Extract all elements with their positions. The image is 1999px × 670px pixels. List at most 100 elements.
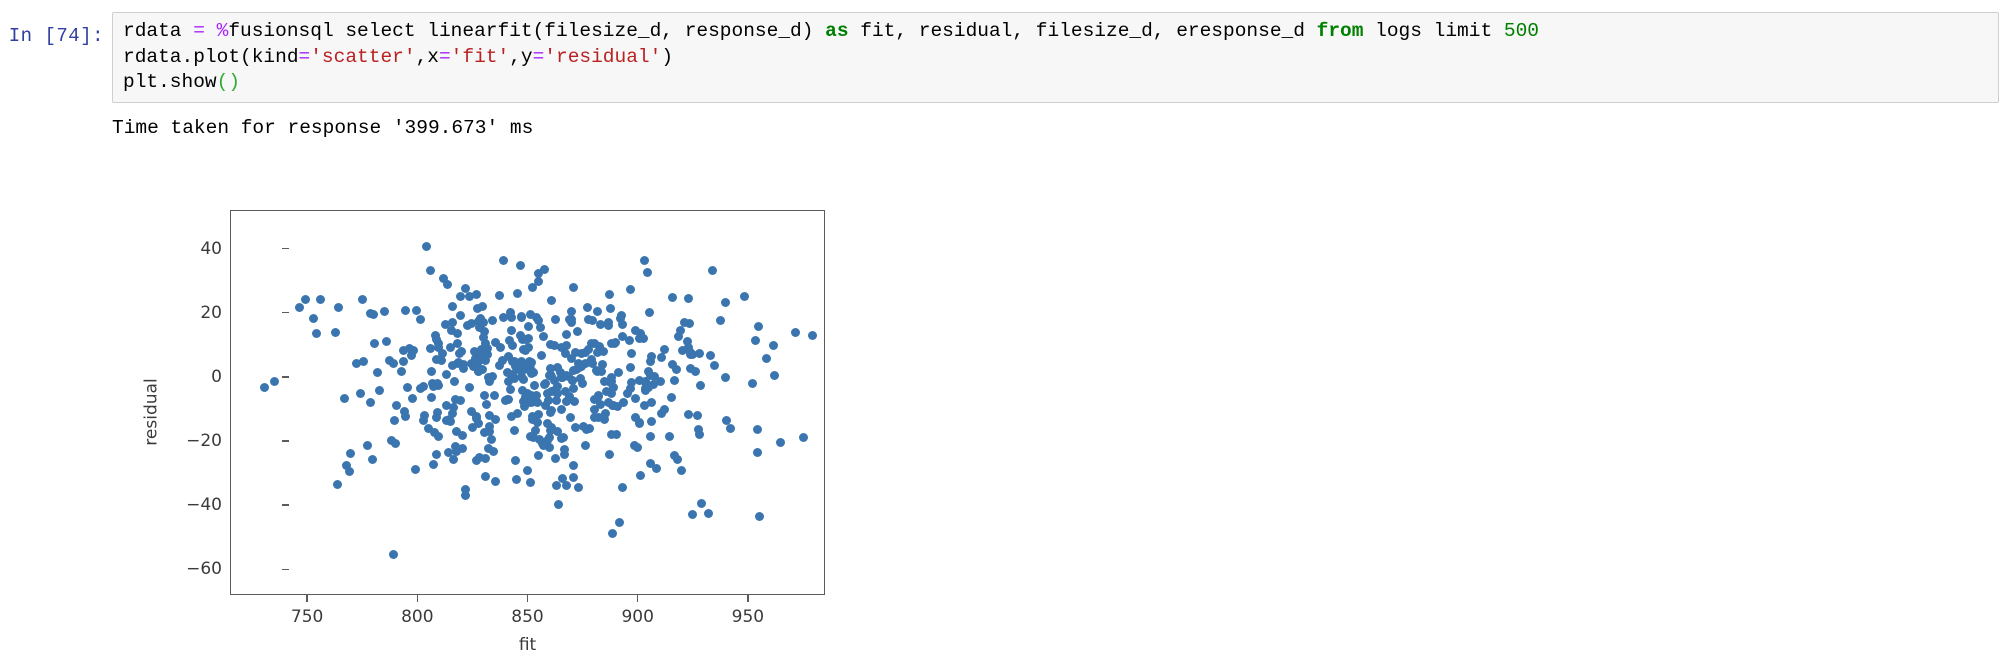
code-cell[interactable]: In [74]: rdata = %fusionsql select linea… (0, 12, 1999, 103)
code-token: = (532, 45, 545, 68)
scatter-point (426, 366, 436, 376)
scatter-point (498, 355, 508, 365)
scatter-point (448, 454, 458, 464)
scatter-point (644, 307, 654, 317)
scatter-point (559, 449, 569, 459)
scatter-point (526, 390, 536, 400)
scatter-point (561, 480, 571, 490)
scatter-point (401, 306, 411, 316)
scatter-point (545, 443, 555, 453)
scatter-point (636, 471, 646, 481)
scatter-point (391, 400, 401, 410)
code-token: logs limit (1363, 20, 1504, 42)
scatter-point (471, 411, 481, 421)
x-axis-ticks: 750 800 850 900 950 (112, 155, 892, 655)
scatter-point (553, 427, 563, 437)
y-tick-label: 0 (211, 366, 222, 387)
scatter-point (618, 398, 628, 408)
scatter-point (540, 265, 550, 275)
scatter-point (607, 528, 617, 538)
scatter-point (634, 417, 644, 427)
scatter-point (503, 368, 513, 378)
scatter-point (568, 461, 578, 471)
scatter-point (431, 354, 441, 364)
scatter-point (369, 309, 379, 319)
scatter-point (428, 460, 438, 470)
scatter-point (599, 376, 609, 386)
scatter-point (380, 307, 390, 317)
scatter-point (694, 348, 704, 358)
code-input-area[interactable]: rdata = %fusionsql select linearfit(file… (112, 12, 1999, 103)
scatter-point (480, 391, 490, 401)
scatter-point (625, 384, 635, 394)
scatter-point (755, 511, 765, 521)
code-token: plt.show (123, 71, 217, 93)
scatter-point (565, 412, 575, 422)
scatter-point (512, 474, 522, 484)
scatter-point (482, 350, 492, 360)
scatter-point (546, 387, 556, 397)
scatter-point (421, 241, 431, 251)
scatter-point (475, 322, 485, 332)
scatter-point (439, 273, 449, 283)
scatter-point (446, 416, 456, 426)
scatter-point (791, 328, 801, 338)
scatter-point (487, 434, 497, 444)
scatter-point (432, 412, 442, 422)
scatter-point (387, 436, 397, 446)
scatter-point (461, 283, 471, 293)
scatter-point (665, 431, 675, 441)
scatter-point (506, 412, 516, 422)
scatter-point (551, 454, 561, 464)
scatter-point (570, 397, 580, 407)
scatter-point (453, 328, 463, 338)
scatter-point (547, 295, 557, 305)
scatter-point (569, 283, 579, 293)
scatter-point (627, 349, 637, 359)
scatter-point (491, 415, 501, 425)
scatter-point (574, 482, 584, 492)
scatter-point (572, 326, 582, 336)
scatter-point (678, 346, 688, 356)
scatter-point (359, 356, 369, 366)
x-tick-mark (636, 595, 639, 602)
scatter-point (545, 363, 555, 373)
scatter-point (605, 450, 615, 460)
scatter-point (355, 389, 365, 399)
scatter-point (686, 364, 696, 374)
scatter-point (596, 400, 606, 410)
code-token: fusionsql select linearfit(filesize_d, r… (228, 20, 826, 42)
scatter-point (639, 255, 649, 265)
scatter-point (799, 433, 809, 443)
scatter-point (660, 345, 670, 355)
scatter-point (552, 363, 562, 373)
scatter-point (503, 377, 513, 387)
scatter-point (647, 398, 657, 408)
scatter-point (575, 373, 585, 383)
scatter-point (295, 303, 305, 313)
code-token: ) (661, 45, 674, 68)
scatter-point (454, 349, 464, 359)
scatter-point (545, 340, 555, 350)
scatter-point (617, 310, 627, 320)
scatter-point (552, 382, 562, 392)
scatter-point (473, 418, 483, 428)
scatter-point (259, 383, 269, 393)
scatter-point (431, 335, 441, 345)
code-line: rdata.plot(kind='scatter',x='fit',y='res… (123, 45, 1994, 71)
scatter-point (391, 439, 401, 449)
code-token: = (438, 45, 451, 68)
code-token: ,x (415, 45, 439, 68)
scatter-point (703, 509, 713, 519)
scatter-point (587, 358, 597, 368)
scatter-point (458, 364, 468, 374)
scatter-point (668, 360, 678, 370)
scatter-point (415, 384, 425, 394)
x-tick-label: 900 (621, 607, 654, 627)
scatter-point (470, 346, 480, 356)
scatter-point (481, 338, 491, 348)
scatter-point (589, 405, 599, 415)
x-tick-mark (416, 595, 419, 602)
scatter-point (544, 396, 554, 406)
scatter-point (506, 326, 516, 336)
